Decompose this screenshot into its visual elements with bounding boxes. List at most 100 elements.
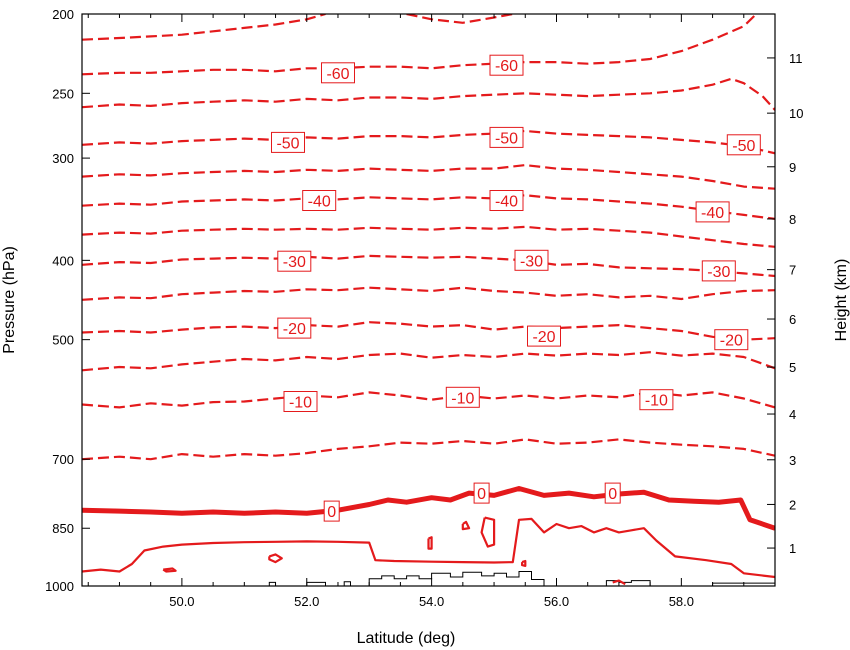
x-tick-label: 52.0	[294, 594, 319, 609]
pressure-tick-label: 200	[52, 7, 74, 22]
contour-line-negative	[82, 194, 775, 220]
contour-line-negative	[82, 286, 775, 301]
contour-label-box	[489, 54, 524, 76]
contour-label-text: 0	[477, 486, 486, 503]
contour-label-text: -20	[283, 321, 306, 338]
contour-label-text: -60	[495, 58, 518, 75]
contour-label-box	[726, 134, 761, 156]
contour-label: 0	[473, 482, 490, 504]
pressure-tick-label: 850	[52, 521, 74, 536]
contour-line-negative	[82, 438, 775, 461]
contour-label: -10	[445, 386, 480, 408]
pressure-tick-label: 1000	[45, 579, 74, 594]
contour-label-text: -20	[532, 329, 555, 346]
contour-label-text: -50	[495, 130, 518, 147]
contour-label: -40	[489, 190, 524, 211]
contour-line-positive	[268, 553, 283, 564]
contour-line-negative	[82, 254, 775, 278]
contour-label-box	[321, 62, 355, 84]
plot-frame	[81, 13, 776, 587]
contour-label-text: -10	[645, 393, 668, 410]
contour-label: 0	[323, 500, 340, 522]
contour-label-box	[473, 482, 490, 504]
contour-label: -10	[283, 391, 318, 412]
contour-label-text: -20	[720, 333, 743, 350]
contour-label-box	[283, 391, 318, 412]
contour-label: -20	[527, 325, 561, 347]
contour-label-text: -10	[451, 390, 474, 407]
contour-line-zero	[82, 486, 775, 531]
contour-line-negative	[82, 225, 775, 248]
contour-label-text: -40	[308, 194, 331, 211]
contour-label: -20	[277, 317, 312, 339]
contour-label-box	[489, 190, 524, 211]
contour-label-box	[701, 260, 736, 282]
pressure-tick-label: 700	[52, 452, 74, 467]
contour-line-negative	[82, 321, 775, 341]
x-tick-label: 58.0	[669, 594, 694, 609]
contour-labels: 0 0 0 -10 -10 -10 -20 -20 -20 -30 -30 -30 -40 -40 -40 -…	[271, 54, 761, 522]
x-tick-label: 54.0	[419, 594, 444, 609]
contour-line-positive	[461, 520, 471, 531]
contour-label-box	[445, 386, 480, 408]
contour-label: -10	[639, 389, 674, 411]
left-axis-title: Pressure (hPa)	[1, 246, 18, 354]
contour-line-positive	[162, 567, 177, 573]
pressure-tick-label: 250	[52, 86, 74, 101]
contour-line-negative	[82, 14, 758, 76]
contour-label-text: -30	[707, 264, 730, 281]
x-axis-title: Latitude (deg)	[357, 630, 456, 647]
contour-label-box	[695, 201, 730, 223]
contour-label-box	[277, 250, 312, 272]
contour-label-box	[514, 249, 549, 271]
contour-label-text: -50	[732, 138, 755, 155]
height-tick-label: 11	[789, 51, 803, 66]
contour-label-text: -30	[520, 253, 543, 270]
contour-label: -50	[726, 134, 761, 156]
right-axis-title: Height (km)	[833, 259, 850, 342]
contour-line-positive	[427, 536, 433, 550]
contour-line-positive	[612, 579, 626, 586]
contour-label-text: -10	[289, 395, 312, 412]
contour-label: -20	[714, 329, 749, 351]
x-tick-label: 50.0	[169, 594, 194, 609]
height-tick-label: 4	[789, 407, 796, 422]
contour-label-box	[302, 190, 337, 211]
contour-line-positive	[82, 517, 775, 579]
contour-line-positive	[521, 559, 527, 567]
x-tick-label: 56.0	[544, 594, 569, 609]
contour-label-box	[604, 482, 621, 504]
height-tick-label: 8	[789, 212, 796, 227]
contour-label: -50	[489, 126, 524, 148]
height-tick-label: 1	[789, 541, 796, 556]
contour-label: -60	[321, 62, 355, 84]
contour-line-negative	[82, 129, 775, 155]
contour-label-text: -60	[326, 66, 349, 83]
height-tick-label: 6	[789, 312, 796, 327]
contour-line-negative	[406, 14, 514, 24]
height-tick-label: 7	[789, 263, 796, 278]
height-tick-label: 5	[789, 360, 796, 375]
pressure-tick-label: 400	[52, 253, 74, 268]
contour-line-negative	[82, 164, 775, 190]
contour-label-box	[277, 317, 312, 339]
terrain-profile	[268, 571, 775, 586]
plot-area	[82, 14, 775, 586]
height-tick-label: 3	[789, 453, 796, 468]
contour-label-box	[271, 131, 305, 153]
contour-label-box	[527, 325, 561, 347]
contour-label-text: 0	[327, 504, 336, 521]
height-tick-label: 10	[789, 106, 803, 121]
contour-line-negative	[82, 14, 326, 41]
contour-label-box	[714, 329, 749, 351]
contour-label-text: -30	[283, 254, 306, 271]
contour-label-box	[489, 126, 524, 148]
contour-line-positive	[480, 516, 496, 548]
contour-label-text: -50	[276, 135, 299, 152]
contour-label: -40	[695, 201, 730, 223]
contour-line-negative	[82, 77, 775, 111]
contour-label: -30	[701, 260, 736, 282]
contour-label: 0	[604, 482, 621, 504]
contour-label-text: 0	[608, 486, 617, 503]
